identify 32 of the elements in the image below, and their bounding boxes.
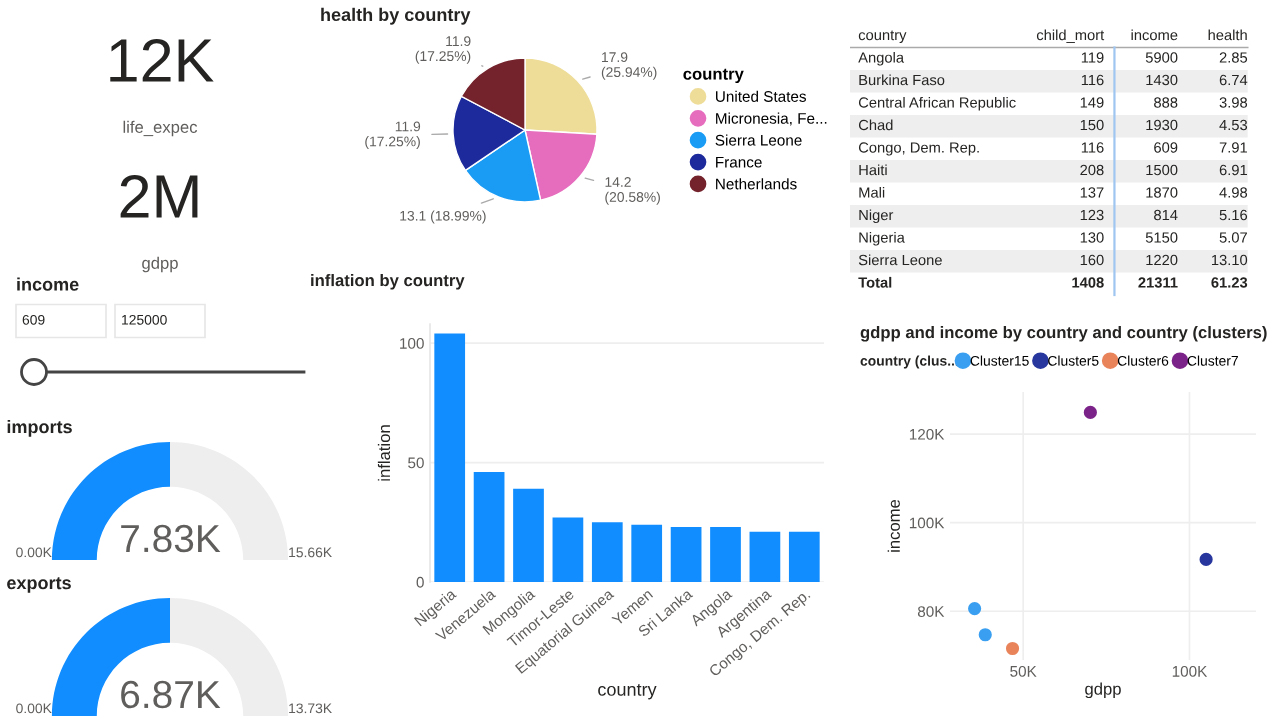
y-axis-title: income bbox=[887, 499, 900, 552]
text: 6.87K bbox=[121, 680, 221, 709]
y-axis-title: inflation bbox=[377, 425, 391, 481]
chart-title: exports bbox=[7, 577, 71, 593]
bar bbox=[552, 517, 584, 582]
text: income bbox=[17, 277, 79, 291]
bar bbox=[749, 531, 781, 582]
chart-title: gdpp and income by country and country (clusters) bbox=[860, 326, 1267, 342]
text: gdpp bbox=[142, 256, 178, 273]
bar bbox=[513, 488, 544, 582]
point bbox=[978, 628, 992, 642]
legend-title: country bbox=[683, 68, 744, 84]
bar bbox=[670, 527, 702, 582]
x-axis-title: country bbox=[598, 683, 657, 700]
point bbox=[1199, 552, 1213, 567]
point bbox=[1005, 641, 1020, 656]
bar bbox=[788, 531, 820, 582]
bar bbox=[710, 527, 741, 582]
bar bbox=[631, 524, 663, 582]
text: 7.83K bbox=[121, 524, 221, 553]
x-axis-title: gdpp bbox=[1085, 682, 1121, 699]
point bbox=[968, 602, 982, 616]
bar bbox=[434, 333, 466, 582]
text: 12K bbox=[110, 38, 214, 82]
chart-title: imports bbox=[7, 420, 72, 437]
chart-title: health by country bbox=[321, 7, 471, 25]
bar bbox=[473, 472, 505, 582]
chart-title: inflation by country bbox=[311, 274, 465, 290]
point bbox=[1083, 405, 1097, 419]
bar bbox=[591, 522, 623, 582]
text: life_expec bbox=[123, 120, 198, 137]
text: 2M bbox=[120, 174, 198, 218]
